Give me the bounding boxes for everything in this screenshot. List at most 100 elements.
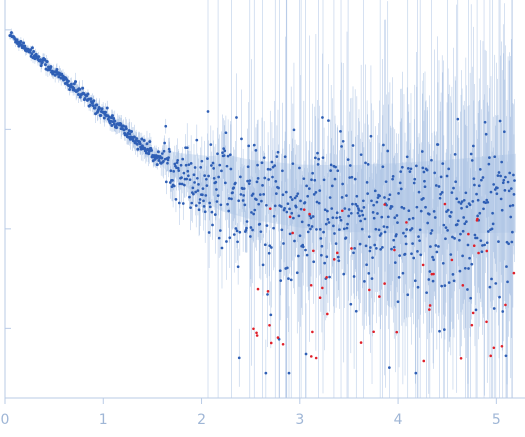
data-point xyxy=(341,182,345,186)
data-point xyxy=(493,155,497,159)
data-point xyxy=(45,60,49,64)
data-point xyxy=(172,184,176,188)
data-point xyxy=(448,215,452,218)
data-point xyxy=(162,149,166,153)
data-point xyxy=(124,127,128,131)
data-point xyxy=(309,216,313,220)
outlier-point xyxy=(421,263,425,267)
x-tick-label-3: 3 xyxy=(295,412,304,428)
data-point xyxy=(297,214,301,218)
data-point xyxy=(107,115,111,119)
data-point xyxy=(360,209,364,213)
data-point xyxy=(218,163,222,167)
data-point xyxy=(278,269,282,273)
data-point xyxy=(437,245,440,248)
data-point xyxy=(66,79,70,83)
data-point xyxy=(207,174,210,178)
outlier-point xyxy=(288,215,292,219)
data-point xyxy=(466,243,470,247)
data-point xyxy=(55,67,59,71)
data-point xyxy=(478,168,482,171)
data-point xyxy=(446,229,449,232)
data-point xyxy=(457,200,461,204)
outlier-point xyxy=(443,202,447,206)
outlier-point xyxy=(459,356,463,360)
data-point xyxy=(307,187,311,190)
data-point xyxy=(190,201,194,205)
data-point xyxy=(505,265,508,268)
data-point xyxy=(473,233,477,237)
data-point xyxy=(136,147,140,151)
data-point xyxy=(102,116,106,120)
data-point xyxy=(234,181,237,185)
data-point xyxy=(396,300,400,304)
data-point xyxy=(427,212,431,216)
data-point xyxy=(399,187,403,191)
data-point xyxy=(464,191,468,195)
data-point xyxy=(422,170,426,174)
data-point xyxy=(69,82,73,86)
data-point xyxy=(329,169,333,173)
data-point xyxy=(309,227,312,231)
data-point xyxy=(76,93,80,97)
data-point xyxy=(427,278,431,281)
outlier-point xyxy=(472,244,476,248)
data-point xyxy=(262,192,265,196)
data-point xyxy=(382,143,385,147)
x-tick-label-1: 1 xyxy=(99,412,108,428)
data-point xyxy=(405,228,409,231)
data-point xyxy=(315,228,318,231)
data-point xyxy=(509,215,513,219)
data-point xyxy=(414,371,418,375)
data-point xyxy=(258,193,262,196)
data-point xyxy=(497,240,500,243)
data-point xyxy=(476,214,479,218)
data-point xyxy=(380,215,384,219)
data-point xyxy=(441,162,445,165)
data-point xyxy=(265,224,269,227)
data-point xyxy=(337,259,341,263)
data-point xyxy=(496,186,499,190)
data-point xyxy=(419,209,423,213)
data-point xyxy=(425,168,429,172)
data-point xyxy=(81,86,85,90)
data-point xyxy=(388,366,391,369)
data-point xyxy=(336,169,340,173)
data-point xyxy=(459,232,462,236)
outlier-point xyxy=(269,341,273,345)
data-point xyxy=(500,160,504,164)
data-point xyxy=(246,165,250,169)
data-point xyxy=(268,244,272,248)
data-point xyxy=(248,179,252,183)
data-point xyxy=(242,194,246,197)
data-point xyxy=(198,198,202,201)
data-point xyxy=(452,279,456,283)
data-point xyxy=(455,223,459,226)
data-point xyxy=(206,157,209,160)
data-point xyxy=(397,275,401,279)
data-point xyxy=(446,208,450,212)
data-point xyxy=(211,161,215,165)
data-point xyxy=(272,226,275,230)
data-point xyxy=(356,204,359,208)
x-tick-label-5: 5 xyxy=(492,412,501,428)
data-point xyxy=(244,228,248,232)
data-point xyxy=(352,275,356,278)
data-point xyxy=(359,219,362,223)
data-point xyxy=(284,190,288,194)
outlier-point xyxy=(383,203,386,206)
data-point xyxy=(512,173,515,177)
data-point xyxy=(193,181,196,184)
outlier-point xyxy=(326,312,329,316)
data-point xyxy=(176,159,179,162)
error-bar-layer xyxy=(9,0,515,398)
data-point xyxy=(235,116,238,119)
outlier-point xyxy=(393,248,396,252)
data-point xyxy=(202,204,206,208)
data-point xyxy=(272,214,276,218)
data-point xyxy=(491,222,495,226)
x-tick-label-2: 2 xyxy=(197,412,206,428)
data-point xyxy=(498,119,502,123)
outlier-point xyxy=(512,271,516,275)
data-point xyxy=(164,180,168,184)
